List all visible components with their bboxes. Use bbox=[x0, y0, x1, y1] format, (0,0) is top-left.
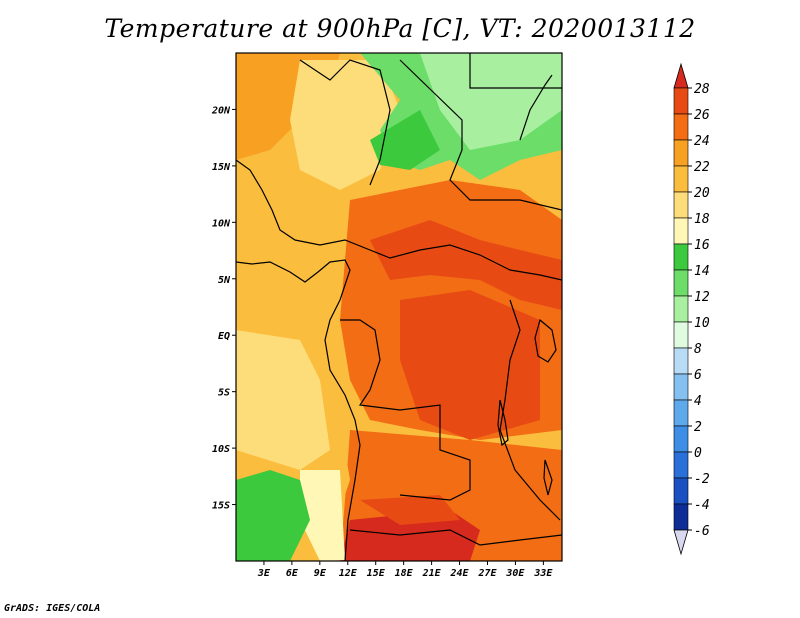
field-green-light bbox=[420, 53, 562, 150]
map-title: Temperature at 900hPa [C], VT: 202001311… bbox=[104, 14, 696, 43]
field-hot-south bbox=[340, 510, 480, 561]
colorbar-label: 14 bbox=[694, 264, 710, 279]
lake-malawi bbox=[543, 459, 553, 496]
map-frame bbox=[235, 52, 563, 562]
border-sahel bbox=[236, 159, 562, 281]
colorbar-label: 12 bbox=[694, 290, 710, 305]
lon-tick-label: 15E bbox=[367, 568, 386, 579]
field-green-dark bbox=[370, 110, 440, 170]
border-congo bbox=[340, 319, 471, 501]
lat-tick-label: 10S bbox=[212, 444, 230, 455]
lon-tick-label: 6E bbox=[286, 568, 299, 579]
lon-tick-label: 3E bbox=[257, 568, 271, 579]
lon-tick-label: 24E bbox=[450, 568, 470, 579]
lon-tick-label: 18E bbox=[395, 568, 414, 579]
colorbar-label: 6 bbox=[694, 368, 702, 383]
colorbar-band bbox=[673, 451, 689, 479]
colorbar-top-triangle bbox=[673, 62, 689, 89]
colorbar-band bbox=[673, 399, 689, 427]
colorbar-band bbox=[673, 295, 689, 323]
colorbar-band bbox=[673, 373, 689, 401]
colorbar-label: 20 bbox=[694, 186, 710, 201]
lat-tick-label: 5N bbox=[218, 275, 231, 286]
field-hot-south-2 bbox=[360, 495, 460, 525]
field-hot-2 bbox=[400, 290, 540, 440]
temperature-field bbox=[236, 53, 562, 561]
colorbar-label: 24 bbox=[694, 134, 710, 149]
border-east bbox=[499, 299, 561, 521]
red-sea-coast bbox=[519, 74, 553, 141]
colorbar-label: 0 bbox=[694, 446, 702, 461]
colorbar-label: 22 bbox=[694, 160, 710, 175]
lat-tick-label: 5S bbox=[218, 388, 230, 399]
colorbar-band bbox=[673, 269, 689, 297]
colorbar-band bbox=[673, 191, 689, 219]
colorbar-label: 18 bbox=[694, 212, 710, 227]
colorbar-label: 10 bbox=[694, 316, 710, 331]
colorbar-band bbox=[673, 139, 689, 167]
lat-tick-label: 10N bbox=[212, 218, 231, 229]
field-ocean-light bbox=[236, 330, 330, 470]
border-south bbox=[349, 529, 562, 546]
colorbar-label: 26 bbox=[694, 108, 710, 123]
lat-tick-label: 15N bbox=[212, 162, 231, 173]
coastline-west-africa bbox=[236, 259, 361, 561]
lon-tick-label: 30E bbox=[505, 568, 525, 579]
colorbar-band bbox=[673, 425, 689, 453]
colorbar-label: 4 bbox=[694, 394, 702, 409]
colorbar-label: 2 bbox=[694, 420, 702, 435]
lon-axis: 3E 6E 9E 12E 15E 18E 21E 24E 27E 30E 33E bbox=[257, 561, 553, 579]
lat-axis: 20N 15N 10N 5N EQ 5S 10S 15S bbox=[211, 105, 236, 512]
border-sudan bbox=[399, 59, 562, 211]
colorbar-band bbox=[673, 243, 689, 271]
lake-tanganyika bbox=[497, 399, 509, 447]
colorbar-label: 28 bbox=[694, 82, 710, 97]
colorbar-band bbox=[673, 87, 689, 115]
lat-tick-label: 20N bbox=[211, 105, 231, 116]
colorbar-band bbox=[673, 503, 689, 531]
lon-tick-label: 12E bbox=[339, 568, 358, 579]
colorbar-band bbox=[673, 165, 689, 193]
coastlines bbox=[236, 53, 562, 561]
lon-tick-label: 21E bbox=[422, 568, 442, 579]
field-hot-1 bbox=[370, 220, 562, 310]
lon-tick-label: 9E bbox=[314, 568, 327, 579]
field-coast-pale bbox=[300, 470, 345, 561]
lake-victoria bbox=[534, 318, 557, 363]
colorbar-band bbox=[673, 217, 689, 245]
credit-label: GrADS: IGES/COLA bbox=[4, 603, 101, 614]
field-sahara bbox=[290, 60, 400, 190]
colorbar-label: -6 bbox=[694, 524, 710, 539]
colorbar-label: 8 bbox=[694, 342, 702, 357]
colorbar-label: -2 bbox=[694, 472, 710, 487]
field-green-sw bbox=[236, 470, 310, 561]
colorbar-label: -4 bbox=[694, 498, 710, 513]
colorbar-band bbox=[673, 113, 689, 141]
lat-tick-label: 15S bbox=[212, 501, 230, 512]
colorbar-band bbox=[673, 347, 689, 375]
border-sahara bbox=[299, 59, 391, 186]
lon-tick-label: 27E bbox=[477, 568, 497, 579]
colorbar-bottom-triangle bbox=[673, 529, 689, 556]
lon-tick-label: 33E bbox=[533, 568, 553, 579]
colorbar-label: 16 bbox=[694, 238, 710, 253]
border-egypt bbox=[469, 53, 562, 89]
lat-tick-label: EQ bbox=[218, 331, 230, 342]
colorbar-band bbox=[673, 321, 689, 349]
colorbar-band bbox=[673, 477, 689, 505]
